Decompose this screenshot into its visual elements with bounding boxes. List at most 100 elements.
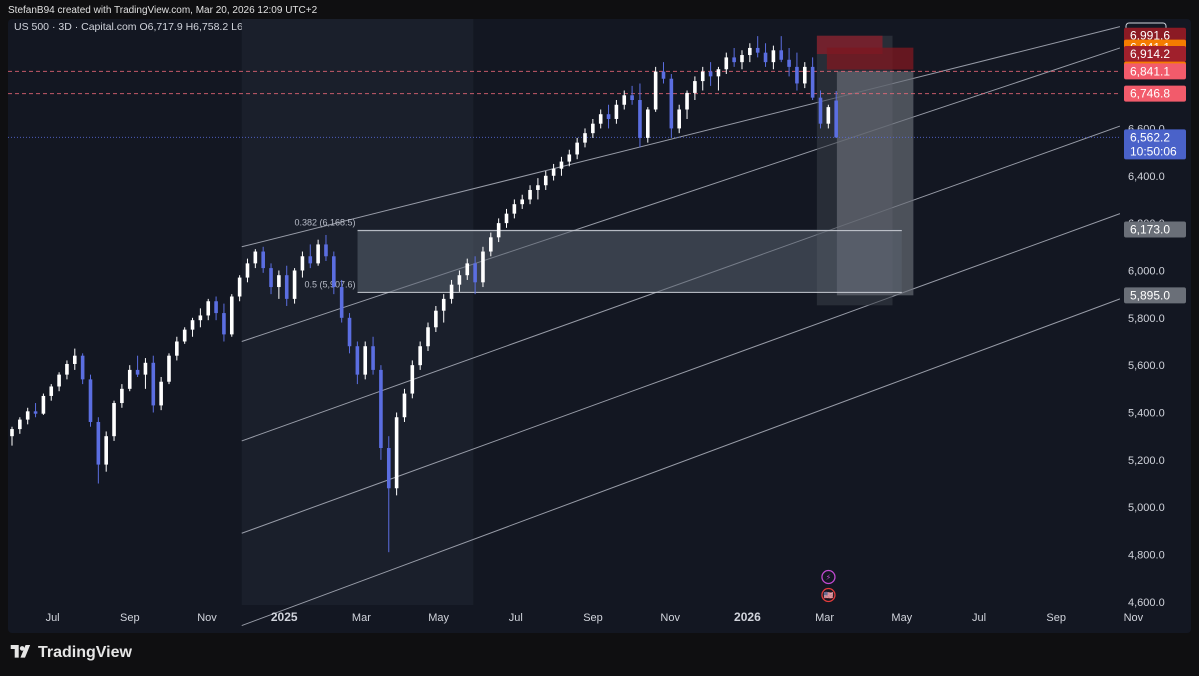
candle-body[interactable] bbox=[677, 109, 681, 129]
candle-body[interactable] bbox=[316, 244, 320, 264]
candle-body[interactable] bbox=[787, 59, 791, 67]
us-flag-icon[interactable] bbox=[821, 587, 836, 603]
candle-body[interactable] bbox=[826, 107, 831, 124]
price-tag-2[interactable] bbox=[1124, 46, 1186, 63]
chart-frame[interactable]: US 500 · 3D · Capital.com O6,717.9 H6,75… bbox=[8, 19, 1191, 633]
candle-body[interactable] bbox=[645, 109, 650, 138]
candle-body[interactable] bbox=[159, 381, 163, 406]
candle-body[interactable] bbox=[716, 69, 721, 77]
candle-body[interactable] bbox=[748, 47, 752, 56]
candle-body[interactable] bbox=[779, 50, 784, 60]
candle-body[interactable] bbox=[284, 275, 289, 299]
candle-body[interactable] bbox=[551, 168, 556, 176]
candle-body[interactable] bbox=[465, 263, 470, 276]
candle-body[interactable] bbox=[269, 268, 273, 288]
candle-body[interactable] bbox=[834, 100, 838, 138]
candle-body[interactable] bbox=[441, 298, 446, 311]
candle-body[interactable] bbox=[771, 50, 776, 63]
candle-body[interactable] bbox=[104, 436, 108, 465]
candle-body[interactable] bbox=[88, 379, 93, 422]
candle-body[interactable] bbox=[308, 256, 313, 264]
candle-body[interactable] bbox=[410, 365, 415, 394]
candle-body[interactable] bbox=[732, 57, 736, 63]
candle-body[interactable] bbox=[214, 301, 218, 314]
candle-body[interactable] bbox=[261, 251, 265, 269]
candle-body[interactable] bbox=[402, 393, 407, 418]
candle-body[interactable] bbox=[818, 97, 823, 124]
candle-body[interactable] bbox=[237, 277, 242, 297]
candle-body[interactable] bbox=[528, 189, 532, 200]
candle-body[interactable] bbox=[638, 100, 642, 138]
candle-body[interactable] bbox=[795, 66, 799, 84]
candle-body[interactable] bbox=[300, 256, 305, 271]
candle-body[interactable] bbox=[810, 66, 815, 98]
candle-body[interactable] bbox=[112, 403, 116, 437]
price-tag-4[interactable] bbox=[1124, 63, 1186, 80]
candle-body[interactable] bbox=[394, 417, 399, 489]
candle-body[interactable] bbox=[57, 374, 61, 387]
candle-body[interactable] bbox=[598, 114, 603, 124]
candle-body[interactable] bbox=[277, 275, 281, 288]
candle-body[interactable] bbox=[175, 341, 179, 356]
price-tag-8[interactable] bbox=[1124, 221, 1186, 238]
candle-body[interactable] bbox=[347, 317, 352, 347]
price-scale[interactable] bbox=[1120, 19, 1191, 633]
stop-loss-zone-inner[interactable] bbox=[826, 47, 914, 70]
candle-body[interactable] bbox=[693, 81, 697, 93]
candle-body[interactable] bbox=[355, 346, 360, 375]
candle-body[interactable] bbox=[206, 301, 211, 316]
candle-body[interactable] bbox=[504, 213, 509, 224]
candle-body[interactable] bbox=[755, 47, 760, 53]
candle-body[interactable] bbox=[339, 287, 344, 318]
candle-body[interactable] bbox=[496, 223, 501, 238]
price-tag-7[interactable] bbox=[1124, 129, 1186, 160]
candle-body[interactable] bbox=[520, 199, 525, 205]
candle-body[interactable] bbox=[386, 448, 391, 489]
candle-body[interactable] bbox=[512, 204, 517, 214]
candle-body[interactable] bbox=[575, 142, 579, 155]
candle-body[interactable] bbox=[724, 57, 729, 70]
candle-body[interactable] bbox=[245, 263, 250, 278]
candle-body[interactable] bbox=[426, 327, 430, 347]
candle-body[interactable] bbox=[559, 161, 564, 169]
candle-body[interactable] bbox=[708, 71, 713, 77]
candle-body[interactable] bbox=[379, 369, 383, 449]
candle-body[interactable] bbox=[630, 95, 634, 101]
lightning-icon[interactable] bbox=[821, 569, 836, 585]
candle-body[interactable] bbox=[802, 66, 807, 84]
candle-body[interactable] bbox=[72, 355, 77, 364]
candle-body[interactable] bbox=[473, 263, 477, 283]
candle-body[interactable] bbox=[606, 114, 611, 119]
candle-body[interactable] bbox=[222, 313, 226, 335]
candle-body[interactable] bbox=[80, 355, 85, 380]
candle-body[interactable] bbox=[332, 256, 336, 288]
candle-body[interactable] bbox=[167, 355, 171, 382]
candle-body[interactable] bbox=[229, 296, 234, 335]
candle-body[interactable] bbox=[198, 315, 203, 321]
candle-body[interactable] bbox=[740, 55, 744, 63]
candle-body[interactable] bbox=[135, 369, 140, 375]
candle-body[interactable] bbox=[10, 429, 14, 437]
candle-body[interactable] bbox=[614, 104, 619, 119]
price-tag-5[interactable] bbox=[1124, 85, 1186, 102]
price-tag-9[interactable] bbox=[1124, 287, 1186, 304]
candle-body[interactable] bbox=[96, 421, 101, 465]
candle-body[interactable] bbox=[120, 388, 124, 404]
candle-body[interactable] bbox=[536, 185, 540, 190]
candle-body[interactable] bbox=[434, 310, 438, 328]
candle-body[interactable] bbox=[669, 78, 674, 129]
candle-body[interactable] bbox=[700, 71, 705, 82]
candle-body[interactable] bbox=[371, 346, 375, 370]
candle-body[interactable] bbox=[661, 71, 666, 79]
candle-body[interactable] bbox=[591, 123, 595, 134]
candle-body[interactable] bbox=[449, 284, 454, 299]
candle-body[interactable] bbox=[25, 411, 30, 420]
candle-body[interactable] bbox=[292, 270, 297, 299]
candle-body[interactable] bbox=[41, 395, 46, 414]
candle-body[interactable] bbox=[567, 154, 572, 162]
candle-body[interactable] bbox=[33, 411, 38, 414]
candle-body[interactable] bbox=[143, 362, 148, 375]
candle-body[interactable] bbox=[457, 275, 462, 285]
candle-body[interactable] bbox=[763, 52, 768, 63]
price-chart[interactable]: 0.382 (6,168.5)0.5 (5,907.6)6,400.06,200… bbox=[8, 19, 1191, 633]
